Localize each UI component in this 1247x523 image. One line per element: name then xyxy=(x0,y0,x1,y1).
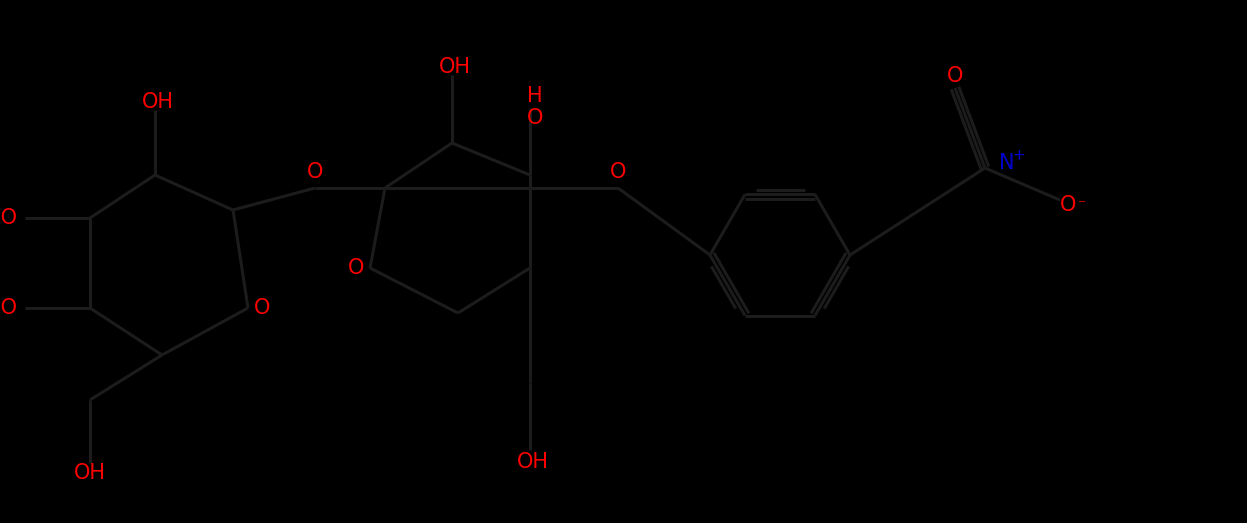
Text: N: N xyxy=(999,153,1015,173)
Text: O: O xyxy=(307,162,323,182)
Text: O: O xyxy=(610,162,626,182)
Text: HO: HO xyxy=(0,298,17,318)
Text: +: + xyxy=(1013,149,1025,164)
Text: OH: OH xyxy=(439,57,471,77)
Text: HO: HO xyxy=(0,208,17,228)
Text: O: O xyxy=(1060,195,1076,215)
Text: OH: OH xyxy=(518,452,549,472)
Text: O: O xyxy=(254,298,271,318)
Text: O: O xyxy=(526,108,544,128)
Text: H: H xyxy=(527,86,542,106)
Text: O: O xyxy=(946,66,963,86)
Text: OH: OH xyxy=(74,463,106,483)
Text: OH: OH xyxy=(142,92,175,112)
Text: ⁻: ⁻ xyxy=(1077,198,1086,212)
Text: O: O xyxy=(348,258,364,278)
